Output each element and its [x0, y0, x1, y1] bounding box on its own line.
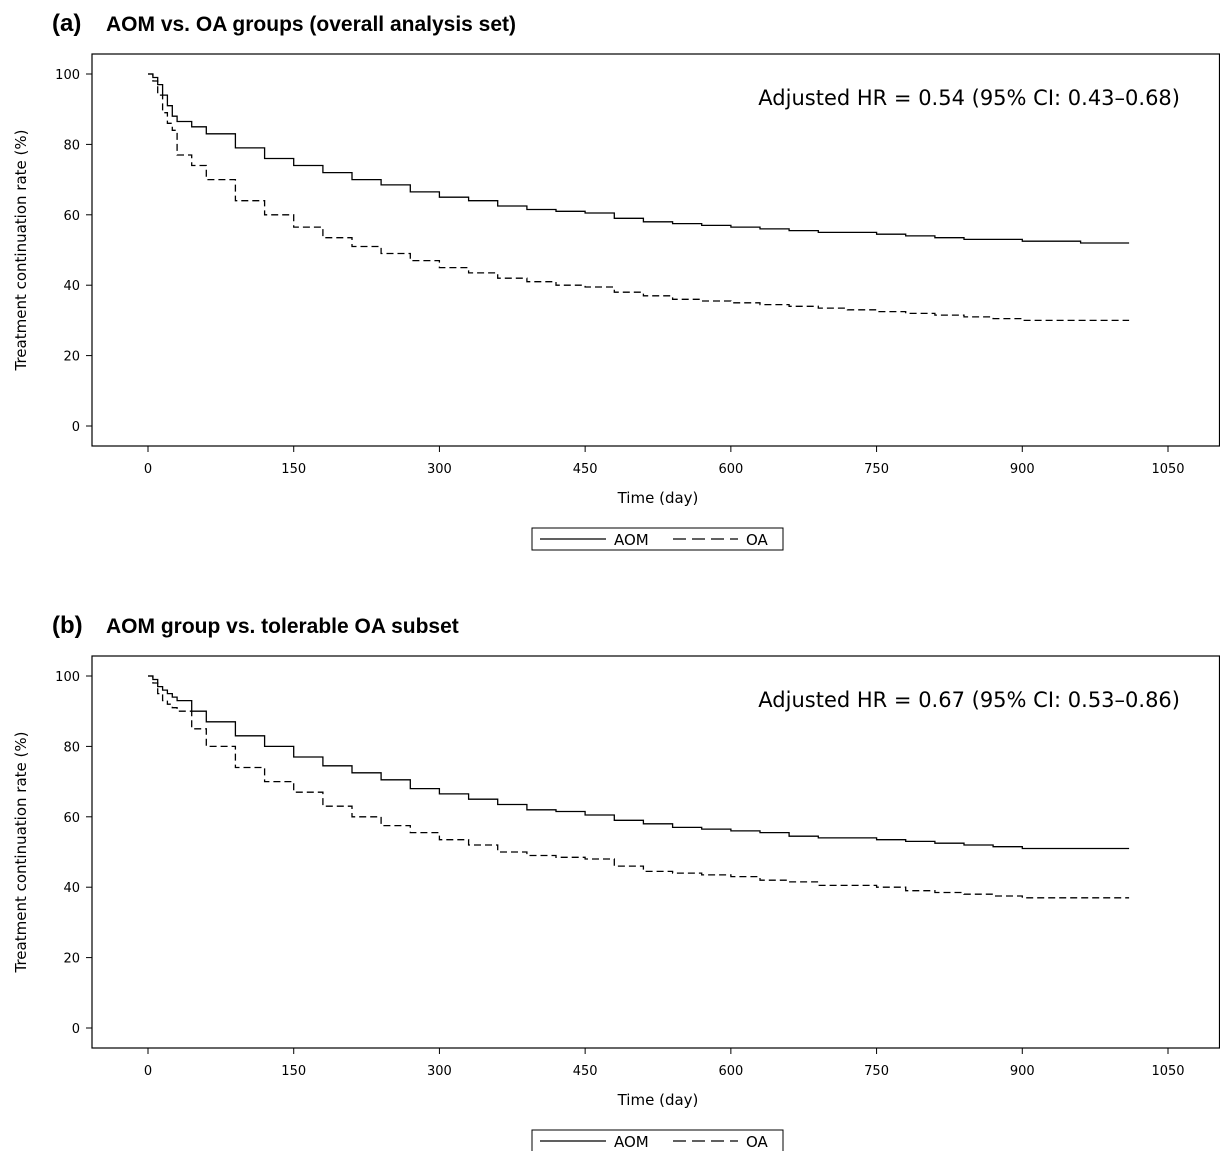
- panel-b: (b) AOM group vs. tolerable OA subset 0 20 4…: [12, 612, 1220, 1151]
- legend-label-aom: AOM: [614, 1133, 649, 1151]
- y-tick-label: 20: [63, 952, 80, 967]
- y-tick-label: 0: [72, 1022, 80, 1037]
- y-tick-label: 20: [63, 350, 80, 365]
- y-tick-label: 0: [72, 420, 80, 435]
- hr-annotation: Adjusted HR = 0.67 (95% CI: 0.53–0.86): [758, 688, 1180, 712]
- legend-label-aom: AOM: [614, 531, 649, 549]
- legend-box: [531, 527, 784, 551]
- x-axis-label: Time (day): [617, 1091, 699, 1109]
- y-tick-label: 100: [55, 670, 80, 685]
- series-line-oa: [148, 675, 1130, 899]
- plot-frame: [91, 655, 1220, 1049]
- x-tick-label: 900: [1010, 462, 1035, 477]
- x-tick-label: 600: [718, 1064, 743, 1079]
- y-axis-label: Treatment continuation rate (%): [12, 130, 30, 372]
- x-tick-label: 600: [718, 462, 743, 477]
- legend-box: [531, 1129, 784, 1151]
- y-axis-label: Treatment continuation rate (%): [12, 732, 30, 974]
- y-tick-label: 60: [63, 811, 80, 826]
- chart-title: AOM vs. OA groups (overall analysis set): [106, 13, 516, 36]
- panel-tag: (b): [52, 612, 83, 639]
- panel-a: (a) AOM vs. OA groups (overall analysis s…: [12, 10, 1220, 551]
- x-tick-label: 150: [281, 462, 306, 477]
- legend-label-oa: OA: [746, 531, 769, 549]
- y-tick-label: 100: [55, 68, 80, 83]
- panel-tag: (a): [52, 10, 81, 37]
- plot-frame: [91, 53, 1220, 447]
- y-tick-label: 60: [63, 209, 80, 224]
- x-tick-label: 1050: [1151, 462, 1184, 477]
- legend-label-oa: OA: [746, 1133, 769, 1151]
- x-tick-label: 450: [573, 1064, 598, 1079]
- series-line-oa: [148, 73, 1130, 322]
- x-tick-label: 300: [427, 462, 452, 477]
- x-tick-label: 0: [144, 462, 152, 477]
- chart-title: AOM group vs. tolerable OA subset: [106, 615, 459, 638]
- y-tick-label: 40: [63, 881, 80, 896]
- hr-annotation: Adjusted HR = 0.54 (95% CI: 0.43–0.68): [758, 86, 1180, 110]
- x-tick-label: 900: [1010, 1064, 1035, 1079]
- x-tick-label: 1050: [1151, 1064, 1184, 1079]
- x-tick-label: 750: [864, 462, 889, 477]
- x-axis-label: Time (day): [617, 489, 699, 507]
- x-tick-label: 150: [281, 1064, 306, 1079]
- x-tick-label: 750: [864, 1064, 889, 1079]
- y-tick-label: 80: [63, 138, 80, 153]
- series-line-aom: [148, 675, 1130, 850]
- y-tick-label: 40: [63, 279, 80, 294]
- y-tick-label: 80: [63, 740, 80, 755]
- series-line-aom: [148, 73, 1130, 244]
- x-tick-label: 0: [144, 1064, 152, 1079]
- x-tick-label: 300: [427, 1064, 452, 1079]
- x-tick-label: 450: [573, 462, 598, 477]
